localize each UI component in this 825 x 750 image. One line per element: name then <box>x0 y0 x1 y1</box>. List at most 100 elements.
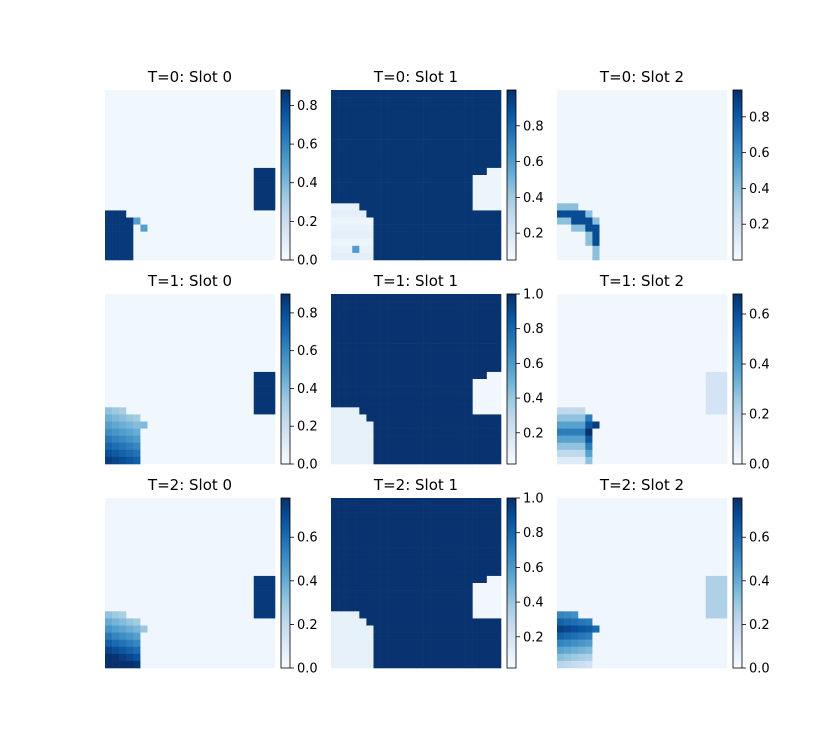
heatmap-cell <box>126 252 134 261</box>
heatmap-cell <box>677 414 685 422</box>
heatmap-cell <box>592 125 600 133</box>
heatmap-cell <box>444 526 452 534</box>
heatmap-cell <box>486 660 495 669</box>
heatmap-cell <box>437 561 445 570</box>
heatmap-cell <box>359 400 367 408</box>
heatmap-cell <box>705 175 714 183</box>
heatmap-cell <box>359 245 367 254</box>
heatmap-cell <box>677 203 685 211</box>
heatmap-cell <box>126 597 134 605</box>
heatmap-cell <box>408 182 417 190</box>
heatmap-cell <box>154 90 162 98</box>
heatmap-cell <box>642 104 650 112</box>
heatmap-cell <box>211 653 219 662</box>
heatmap-cell <box>416 90 424 98</box>
heatmap-cell <box>352 554 360 563</box>
heatmap-cell <box>719 294 728 302</box>
heatmap-cell <box>578 182 586 190</box>
heatmap-cell <box>430 435 438 444</box>
heatmap-cell <box>239 329 247 337</box>
colorbar-tick-label: 0.6 <box>523 155 544 170</box>
heatmap-cell <box>620 104 629 112</box>
heatmap-cell <box>493 294 502 302</box>
heatmap-cell <box>126 604 134 612</box>
heatmap-cell <box>338 315 346 323</box>
heatmap-cell <box>352 125 360 133</box>
heatmap-cell <box>112 301 120 309</box>
heatmap-cell <box>225 568 233 577</box>
heatmap-cell <box>154 435 162 444</box>
heatmap-cell <box>437 111 445 119</box>
heatmap-cell <box>642 526 650 534</box>
heatmap-cell <box>663 301 671 309</box>
heatmap-cell <box>677 456 685 465</box>
heatmap-cell <box>218 519 226 527</box>
heatmap-cell <box>642 238 650 247</box>
heatmap-cell <box>267 322 276 330</box>
heatmap-cell <box>239 231 247 240</box>
heatmap-cell <box>133 111 141 119</box>
heatmap-cell <box>677 139 685 147</box>
heatmap-cell <box>634 224 643 232</box>
heatmap-cell <box>140 393 148 401</box>
heatmap-cell <box>451 561 459 570</box>
heatmap-cell <box>458 350 466 359</box>
heatmap-cell <box>458 414 466 422</box>
heatmap-cell <box>656 245 664 254</box>
heatmap-cell <box>225 393 233 401</box>
heatmap-cell <box>620 294 629 302</box>
heatmap-cell <box>211 449 219 458</box>
heatmap-cell <box>126 308 134 316</box>
heatmap-cell <box>458 519 466 527</box>
heatmap-cell <box>168 590 177 598</box>
heatmap-cell <box>182 639 191 648</box>
heatmap-panel-7: T=2: Slot 10.20.40.60.81.0 <box>331 476 544 669</box>
heatmap-cell <box>486 167 495 176</box>
heatmap-cell <box>175 175 184 183</box>
heatmap-cell <box>465 611 473 619</box>
heatmap-cell <box>585 210 593 218</box>
heatmap-cell <box>154 653 162 662</box>
heatmap-cell <box>225 153 233 162</box>
heatmap-cell <box>698 322 707 330</box>
heatmap-cell <box>394 400 403 408</box>
heatmap-cell <box>599 343 607 351</box>
heatmap-cell <box>691 210 699 218</box>
heatmap-cell <box>190 505 198 513</box>
heatmap-cell <box>465 90 473 98</box>
heatmap-cell <box>133 575 141 584</box>
heatmap-cell <box>267 350 276 359</box>
heatmap-cell <box>585 182 593 190</box>
heatmap-cell <box>486 322 495 330</box>
heatmap-cell <box>260 505 269 513</box>
heatmap-cell <box>684 456 692 465</box>
heatmap-cell <box>401 540 410 548</box>
heatmap-cell <box>465 231 473 240</box>
heatmap-cell <box>656 301 664 309</box>
heatmap-cell <box>225 428 233 436</box>
heatmap-cell <box>578 153 586 162</box>
heatmap-cell <box>564 456 572 465</box>
heatmap-cell <box>239 364 247 373</box>
heatmap-cell <box>218 498 226 506</box>
heatmap-cell <box>331 315 339 323</box>
heatmap-cell <box>260 639 269 648</box>
heatmap-cell <box>211 329 219 337</box>
heatmap-cell <box>225 210 233 218</box>
heatmap-cell <box>338 167 346 176</box>
heatmap-cell <box>423 449 431 458</box>
heatmap-cell <box>267 526 276 534</box>
heatmap-cell <box>182 449 191 458</box>
heatmap-cell <box>585 294 593 302</box>
heatmap-cell <box>444 533 452 541</box>
heatmap-cell <box>649 322 657 330</box>
heatmap-cell <box>225 526 233 534</box>
heatmap-cell <box>260 167 269 176</box>
heatmap-cell <box>465 139 473 147</box>
heatmap-cell <box>458 393 466 401</box>
heatmap-cell <box>218 322 226 330</box>
heatmap-cell <box>649 449 657 458</box>
heatmap-cell <box>719 315 728 323</box>
heatmap-cell <box>634 393 643 401</box>
heatmap-cell <box>430 526 438 534</box>
